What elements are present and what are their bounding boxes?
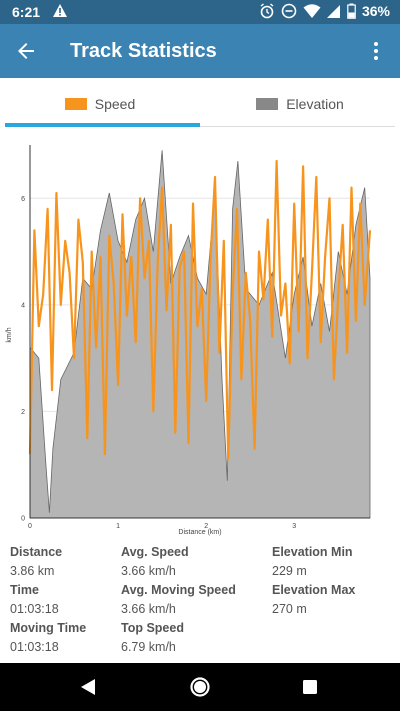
battery-icon (347, 3, 356, 19)
elevation-area (29, 150, 371, 519)
axis-lines (29, 145, 370, 519)
stat-label-distance: Distance (10, 545, 63, 559)
wifi-icon (303, 3, 321, 19)
y-tick-label-0: 0 (21, 516, 25, 523)
stat-label-moving-time: Moving Time (10, 621, 87, 635)
y-axis-label: km/h (6, 327, 13, 342)
stat-value-avg-moving-speed: 3.66 km/h (121, 602, 176, 616)
tab-elevation[interactable]: Elevation (200, 78, 400, 130)
status-bar: 6:21 36% (0, 0, 400, 24)
overflow-menu-icon[interactable] (364, 39, 388, 63)
y-tick-label-2: 2 (21, 409, 25, 416)
y-tick-labels: 0 2 4 6 (21, 196, 25, 523)
stat-label-time: Time (10, 583, 39, 597)
x-tick-labels: 0 1 2 3 (28, 523, 296, 530)
back-arrow-icon[interactable] (14, 39, 38, 63)
home-circle-icon[interactable] (188, 675, 212, 699)
stat-label-avg-moving-speed: Avg. Moving Speed (121, 583, 236, 597)
tab-divider (5, 126, 395, 127)
stat-label-elevation-max: Elevation Max (272, 583, 356, 597)
y-tick-label-4: 4 (21, 302, 25, 309)
chart-tabs: Speed Elevation (0, 78, 400, 130)
dnd-icon (281, 3, 297, 19)
x-tick-label-2: 2 (204, 523, 208, 530)
stat-value-avg-speed: 3.66 km/h (121, 564, 176, 578)
stats-col-1: Distance 3.86 km Time 01:03:18 Moving Ti… (10, 543, 86, 657)
speed-swatch (64, 98, 87, 110)
status-icons: 36% (259, 3, 390, 19)
elevation-swatch (256, 98, 279, 110)
y-tick-label-6: 6 (21, 196, 25, 203)
tab-speed[interactable]: Speed (0, 78, 200, 130)
app-bar: Track Statistics (0, 24, 400, 78)
tab-speed-label: Speed (94, 96, 136, 112)
stat-value-moving-time: 01:03:18 (10, 640, 59, 654)
x-tick-label-1: 1 (116, 523, 120, 530)
signal-icon (326, 3, 341, 19)
status-time: 6:21 (12, 4, 41, 20)
warning-icon (52, 3, 68, 24)
tab-elevation-label: Elevation (286, 96, 344, 112)
alarm-icon (259, 3, 275, 19)
page-title: Track Statistics (70, 40, 217, 62)
stat-label-elevation-min: Elevation Min (272, 545, 353, 559)
speed-line (28, 159, 372, 461)
x-tick-label-3: 3 (292, 523, 296, 530)
stat-value-elevation-max: 270 m (272, 602, 307, 616)
stat-value-time: 01:03:18 (10, 602, 59, 616)
recents-square-icon[interactable] (298, 675, 322, 699)
x-axis-label: Distance (km) (178, 529, 221, 536)
x-tick-label-0: 0 (28, 523, 32, 530)
stat-value-top-speed: 6.79 km/h (121, 640, 176, 654)
system-nav-bar (0, 663, 400, 711)
back-triangle-icon[interactable] (76, 675, 100, 699)
stat-label-avg-speed: Avg. Speed (121, 545, 189, 559)
stats-col-3: Elevation Min 229 m Elevation Max 270 m (272, 543, 355, 619)
stats-panel: Distance 3.86 km Time 01:03:18 Moving Ti… (0, 540, 400, 662)
stat-value-distance: 3.86 km (10, 564, 55, 578)
battery-percent: 36% (361, 3, 390, 19)
tab-indicator (5, 123, 200, 127)
track-chart[interactable]: 0 2 4 6 0 1 2 3 km/h Distance (km) (0, 130, 400, 540)
stat-label-top-speed: Top Speed (121, 621, 184, 635)
stat-value-elevation-min: 229 m (272, 564, 307, 578)
stats-col-2: Avg. Speed 3.66 km/h Avg. Moving Speed 3… (121, 543, 236, 657)
